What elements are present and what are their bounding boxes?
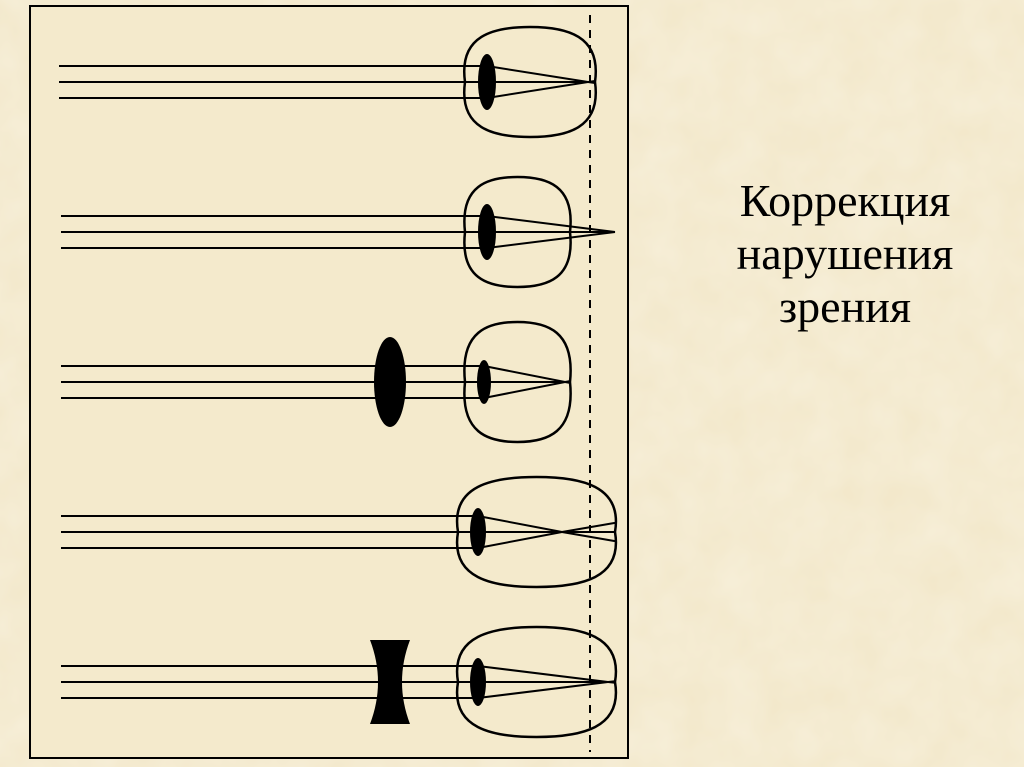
crystalline-lens [477, 360, 491, 404]
eye-refraction-diagram [0, 0, 1024, 767]
convex-corrective-lens [374, 337, 406, 427]
crystalline-lens [470, 658, 486, 706]
crystalline-lens [470, 508, 486, 556]
crystalline-lens [478, 54, 496, 110]
crystalline-lens [478, 204, 496, 260]
page-root: Коррекция нарушения зрения ЭмметропияГип… [0, 0, 1024, 767]
